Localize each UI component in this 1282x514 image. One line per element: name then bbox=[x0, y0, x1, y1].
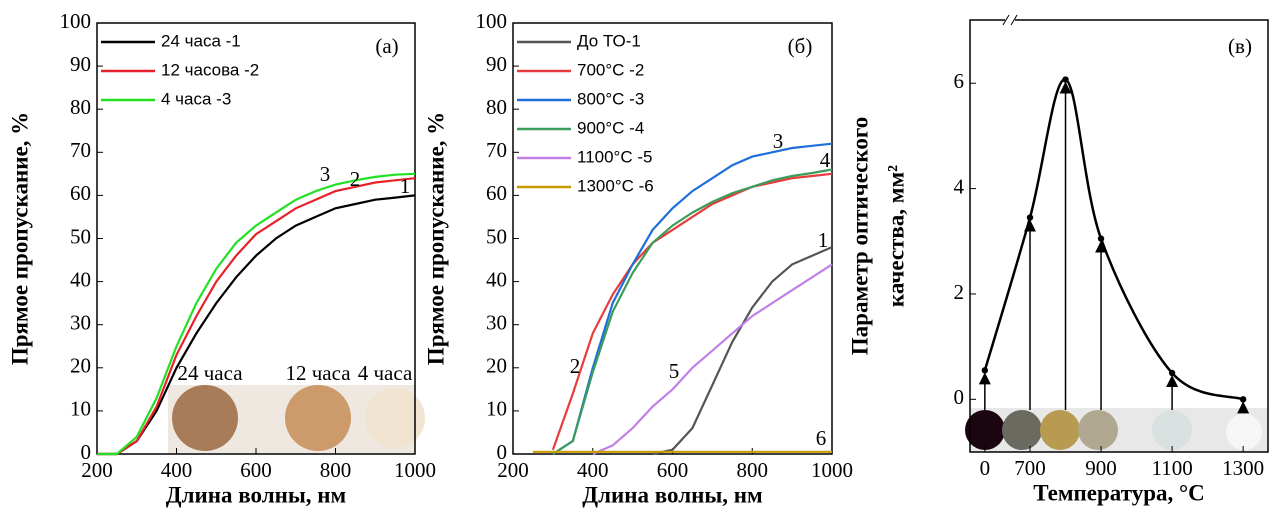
legend-label: 700°C -2 bbox=[577, 60, 644, 79]
y-tick-label: 4 bbox=[954, 174, 965, 198]
series-line bbox=[97, 177, 416, 456]
curve-label: 6 bbox=[816, 426, 827, 450]
legend-label: 1300°C -6 bbox=[577, 176, 654, 195]
photos-c bbox=[965, 408, 1268, 452]
panel-label: (в) bbox=[1228, 34, 1252, 58]
y-tick-label: 10 bbox=[70, 397, 91, 421]
curve-label: 2 bbox=[570, 354, 581, 378]
photo-label: 12 часа bbox=[285, 361, 351, 385]
axis-break bbox=[1010, 14, 1018, 26]
y-tick-label: 40 bbox=[70, 267, 91, 291]
x-tick-label: 900 bbox=[1085, 456, 1117, 480]
point bbox=[1026, 214, 1034, 221]
x-tick-label: 800 bbox=[320, 458, 352, 482]
y-tick-label: 90 bbox=[70, 52, 91, 76]
axis-break-gap bbox=[1005, 17, 1015, 23]
y-tick-label: 40 bbox=[486, 267, 507, 291]
y-tick-label: 20 bbox=[70, 354, 91, 378]
y-tick-label: 100 bbox=[476, 9, 508, 33]
curve bbox=[983, 78, 1244, 401]
series-line bbox=[652, 246, 833, 456]
curve-label: 2 bbox=[350, 167, 361, 191]
y-tick-label: 0 bbox=[497, 440, 508, 464]
y-tick-label: 0 bbox=[81, 440, 92, 464]
y-tick-label: 80 bbox=[70, 95, 91, 119]
photo-label: 24 часа bbox=[177, 361, 243, 385]
panel-label: (б) bbox=[788, 34, 813, 58]
plot-frame bbox=[969, 19, 1269, 453]
y-tick-label: 0 bbox=[954, 385, 965, 409]
y-tick-label: 80 bbox=[486, 95, 507, 119]
legend-label: 24 часа -1 bbox=[161, 31, 241, 50]
x-tick-label: 200 bbox=[81, 458, 113, 482]
curve-label: 3 bbox=[320, 162, 331, 186]
x-tick-label: 800 bbox=[737, 458, 769, 482]
y-tick-label: 60 bbox=[70, 181, 91, 205]
curve-label: 1 bbox=[400, 174, 411, 198]
x-tick-label: 700 bbox=[1014, 456, 1046, 480]
y-tick-label: 100 bbox=[60, 9, 92, 33]
y-tick-label: 70 bbox=[486, 138, 507, 162]
series-line bbox=[592, 263, 833, 456]
x-axis-label: Длина волны, нм bbox=[582, 482, 762, 507]
y-axis-label: Прямое пропускание, % bbox=[7, 112, 32, 365]
panel-label: (а) bbox=[375, 34, 398, 58]
series-line bbox=[97, 172, 416, 456]
x-axis-label: Длина волны, нм bbox=[166, 482, 346, 507]
legend-label: 800°C -3 bbox=[577, 89, 644, 108]
curve-label: 3 bbox=[773, 129, 784, 153]
photo-label: 4 часа bbox=[358, 361, 413, 385]
x-tick-label: 0 bbox=[980, 456, 991, 480]
series-line bbox=[552, 168, 833, 455]
series-line bbox=[551, 172, 833, 451]
x-tick-label: 1000 bbox=[394, 458, 436, 482]
y-tick-label: 10 bbox=[486, 397, 507, 421]
y-tick-label: 90 bbox=[486, 52, 507, 76]
y-tick-label: 60 bbox=[486, 181, 507, 205]
x-tick-label: 1300 bbox=[1222, 456, 1264, 480]
x-tick-label: 600 bbox=[240, 458, 272, 482]
y-tick-label: 30 bbox=[486, 311, 507, 335]
point bbox=[1062, 76, 1069, 83]
legend-label: До ТО-1 bbox=[577, 31, 641, 50]
x-tick-label: 200 bbox=[497, 458, 529, 482]
x-tick-label: 600 bbox=[657, 458, 689, 482]
y-tick-label: 2 bbox=[954, 280, 965, 304]
series-line bbox=[97, 194, 416, 456]
y-tick-label: 70 bbox=[70, 138, 91, 162]
y-tick-label: 50 bbox=[486, 224, 507, 248]
series-line bbox=[552, 142, 833, 455]
legend-label: 1100°C -5 bbox=[577, 147, 652, 166]
y-axis-label: Прямое пропускание, % bbox=[423, 112, 448, 365]
point bbox=[1097, 235, 1105, 242]
legend-label: 12 часова -2 bbox=[161, 60, 259, 79]
point bbox=[1239, 396, 1247, 403]
y-axis-label: Параметр оптического bbox=[847, 117, 872, 355]
curve-label: 1 bbox=[818, 228, 829, 252]
y-axis-label: качества, мм² bbox=[883, 165, 908, 307]
x-tick-label: 400 bbox=[161, 458, 193, 482]
legend-label: 900°C -4 bbox=[577, 118, 644, 137]
y-tick-label: 20 bbox=[486, 354, 507, 378]
y-tick-label: 30 bbox=[70, 311, 91, 335]
axis-break bbox=[1002, 14, 1010, 26]
point bbox=[1168, 369, 1176, 377]
x-tick-label: 1100 bbox=[1151, 456, 1192, 480]
y-tick-label: 50 bbox=[70, 224, 91, 248]
x-tick-label: 1000 bbox=[811, 458, 853, 482]
point bbox=[981, 367, 989, 374]
x-axis-label: Температура, °C bbox=[1033, 480, 1205, 505]
photos-a bbox=[168, 385, 425, 453]
legend-label: 4 часа -3 bbox=[161, 89, 231, 108]
curve-label: 5 bbox=[669, 359, 680, 383]
x-tick-label: 400 bbox=[577, 458, 609, 482]
curve-label: 4 bbox=[820, 148, 831, 172]
y-tick-label: 6 bbox=[954, 69, 965, 93]
